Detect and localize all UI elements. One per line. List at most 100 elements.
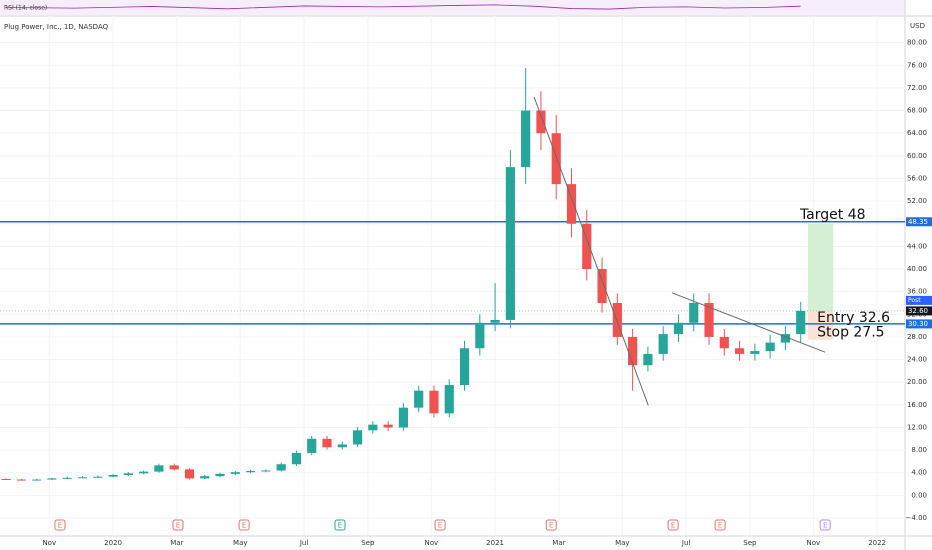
indicator-line — [6, 4, 801, 10]
candle-body — [597, 269, 607, 303]
candle-body — [108, 475, 118, 477]
candle-body — [16, 479, 26, 481]
candle-body — [612, 302, 622, 337]
candle-body — [750, 351, 760, 354]
earnings-marker — [172, 519, 184, 531]
candle-body — [123, 473, 133, 476]
earnings-label: E — [438, 522, 442, 530]
candle-body — [414, 390, 424, 408]
y-tick-label: 0.00 — [911, 491, 927, 499]
candle-body — [352, 430, 363, 445]
x-tick-label: Sep — [743, 539, 757, 547]
candle-body — [689, 302, 699, 323]
price-tag-label: 48.35 — [908, 218, 928, 226]
zone — [807, 223, 834, 311]
earnings-marker — [667, 519, 679, 531]
earnings-marker — [54, 519, 66, 531]
candle-body — [291, 452, 302, 465]
candle-body — [322, 438, 332, 448]
candle-body — [200, 476, 210, 479]
x-tick-label: Nov — [42, 539, 56, 547]
y-tick-label: 56.00 — [907, 174, 927, 182]
candle-body — [429, 390, 439, 414]
zone — [807, 310, 834, 340]
y-tick-label: 36.00 — [907, 288, 927, 296]
candle-body — [383, 424, 393, 428]
x-tick-label: 2020 — [104, 539, 122, 547]
y-tick-label: 44.00 — [907, 242, 927, 250]
candle-body — [735, 348, 745, 354]
earnings-label: E — [242, 522, 246, 530]
earnings-marker — [714, 519, 726, 531]
candle-body — [154, 465, 164, 472]
x-tick-label: Jul — [681, 539, 691, 547]
candle-body — [1, 478, 11, 480]
price-tag — [906, 319, 932, 329]
candle-body — [77, 477, 88, 479]
earnings-label: E — [176, 522, 180, 530]
x-tick-label: 2022 — [868, 539, 886, 547]
earnings-marker — [545, 519, 557, 531]
y-tick-label: 76.00 — [907, 61, 927, 69]
earnings-label: E — [823, 522, 827, 530]
currency: USD — [910, 22, 925, 30]
candle-body — [139, 471, 149, 474]
candle-body — [169, 465, 179, 470]
x-tick-label: Nov — [806, 539, 820, 547]
y-tick-label: 80.00 — [907, 39, 927, 47]
x-tick-label: Sep — [361, 539, 375, 547]
y-tick-label: 20.00 — [907, 378, 927, 386]
x-tick-label: 2021 — [486, 539, 504, 547]
earnings-label: E — [718, 522, 722, 530]
last-price-value-tag — [906, 306, 932, 316]
candle-body — [398, 407, 408, 428]
candle-body — [673, 322, 684, 335]
candle-body — [780, 334, 791, 343]
chart-title: Plug Power, Inc., 1D, NASDAQ — [4, 23, 109, 31]
y-tick-label: 12.00 — [907, 423, 927, 431]
candle-body — [368, 424, 378, 431]
trendline — [671, 292, 826, 353]
y-tick-label: 68.00 — [907, 107, 927, 115]
earnings-label: E — [549, 522, 553, 530]
y-tick-label: 8.00 — [911, 446, 927, 454]
candle-body — [261, 470, 271, 472]
price-tag — [906, 217, 932, 227]
earnings-marker — [238, 519, 250, 531]
candle-body — [582, 223, 592, 270]
candle-body — [32, 479, 42, 481]
x-tick-label: May — [615, 539, 629, 547]
x-tick-label: Nov — [424, 539, 438, 547]
earnings-marker — [434, 519, 446, 531]
x-tick-label: Mar — [552, 539, 565, 547]
candle-body — [184, 469, 195, 479]
candle-body — [230, 472, 240, 474]
last-price-tag — [906, 295, 932, 305]
y-tick-label: 40.00 — [907, 265, 927, 273]
candle-body — [47, 478, 57, 480]
annotation: Entry 32.6 — [817, 310, 890, 326]
y-tick-label: 52.00 — [907, 197, 927, 205]
candle-body — [215, 473, 225, 477]
candle-body — [536, 110, 546, 134]
candle-body — [566, 184, 577, 224]
candle-body — [475, 322, 485, 349]
x-tick-label: Jul — [299, 539, 309, 547]
candle-body — [796, 310, 806, 335]
y-tick-label: 4.00 — [911, 469, 927, 477]
y-tick-label: 64.00 — [907, 129, 927, 137]
last-price-label: 32.60 — [908, 307, 928, 315]
candle-body — [490, 319, 500, 323]
candle-body — [62, 477, 72, 479]
y-tick-label: 16.00 — [907, 401, 927, 409]
earnings-label: E — [338, 522, 342, 530]
earnings-marker — [819, 519, 831, 531]
price-tag-label: 30.30 — [908, 320, 928, 328]
candle-body — [246, 471, 256, 473]
candle-body — [459, 348, 470, 386]
candle-body — [444, 385, 454, 414]
annotation: Target 48 — [799, 207, 866, 223]
y-tick-label: 24.00 — [907, 356, 927, 364]
